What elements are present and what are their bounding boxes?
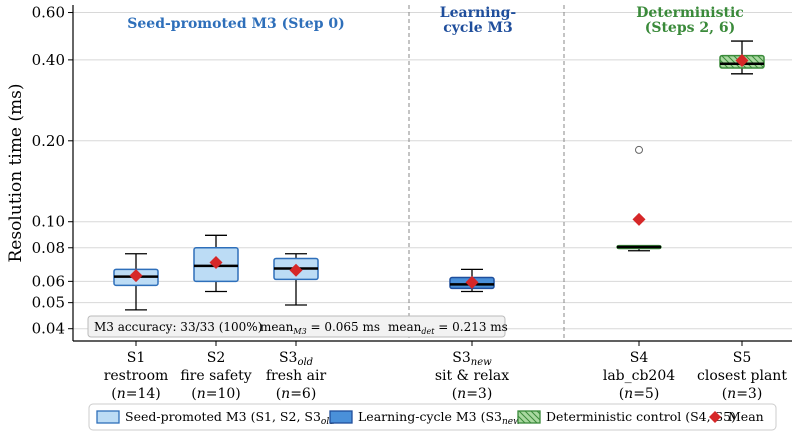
legend-label: Deterministic control (S4, S5) [546, 409, 736, 424]
group-header-line2: (Steps 2, 6) [645, 20, 736, 36]
group-header-line2: cycle M3 [443, 20, 513, 36]
y-tick-label: 0.05 [32, 294, 65, 312]
x-label-id: S5 [733, 350, 752, 366]
mean-marker [735, 53, 749, 67]
group-header-line1: Learning- [440, 5, 517, 21]
x-label-id: S4 [630, 350, 649, 366]
x-label-name: restroom [104, 368, 169, 384]
x-label-name: lab_cb204 [603, 368, 675, 384]
x-category-label: S4 lab_cb204 (n=5) [603, 350, 675, 402]
x-category-label: S2 fire safety (n=10) [180, 350, 251, 402]
mean-marker [289, 263, 303, 277]
x-axis-labels: S1 restroom (n=14) S2 fire safety (n=10) S3old… [104, 341, 787, 402]
legend-swatch [329, 410, 353, 424]
annotation-mean-m3: meanM3 = 0.065 ms [260, 320, 380, 336]
x-label-n: (n=3) [452, 386, 493, 402]
annotation-accuracy: M3 accuracy: 33/33 (100%) [94, 320, 262, 334]
box-S1 [113, 253, 159, 311]
x-label-id: S1 [127, 350, 146, 366]
outlier-point [635, 145, 643, 154]
x-category-label: S1 restroom (n=14) [104, 350, 169, 402]
stats-annotation: M3 accuracy: 33/33 (100%)meanM3 = 0.065 … [87, 315, 508, 338]
box-S5 [719, 40, 765, 75]
y-tick-label: 0.40 [32, 51, 65, 69]
group-header-line1: Seed-promoted M3 (Step 0) [127, 16, 344, 32]
y-axis-ticks: 0.04 0.05 0.06 0.08 0.10 0.20 0.40 0.60 [32, 4, 73, 338]
legend: Seed-promoted M3 (S1, S2, S3old)Learning… [88, 403, 777, 431]
x-label-id: S2 [207, 350, 226, 366]
legend-swatch [517, 410, 541, 424]
y-tick-label: 0.06 [32, 272, 65, 290]
legend-swatch [96, 410, 120, 424]
x-label-n: (n=5) [619, 386, 660, 402]
mean-marker [129, 269, 143, 283]
box-S2 [193, 234, 239, 293]
x-label-name: fire safety [180, 368, 251, 384]
y-tick-label: 0.04 [32, 320, 65, 338]
mean-marker [465, 275, 479, 289]
x-label-name: sit & relax [435, 368, 509, 384]
y-gridlines [73, 12, 792, 330]
mean-marker [209, 256, 223, 270]
group-header: Deterministic(Steps 2, 6) [636, 5, 744, 36]
annotation-mean-det: meandet = 0.213 ms [388, 320, 508, 336]
x-label-n: (n=3) [722, 386, 763, 402]
group-header-line1: Deterministic [636, 5, 744, 21]
x-label-n: (n=6) [276, 386, 317, 402]
group-header: Seed-promoted M3 (Step 0) [127, 16, 344, 32]
group-header: Learning-cycle M3 [440, 5, 517, 36]
box-S4 [616, 145, 662, 252]
legend-item: Deterministic control (S4, S5) [517, 409, 736, 424]
box-S3-old [273, 253, 319, 306]
x-category-label: S5 closest plant (n=3) [697, 350, 787, 402]
mean-marker [632, 212, 646, 226]
y-tick-label: 0.10 [32, 213, 65, 231]
y-axis-label: Resolution time (ms) [6, 83, 26, 262]
box-S3-new [449, 268, 495, 293]
annotation-box [87, 315, 506, 338]
x-label-n: (n=14) [111, 386, 161, 402]
x-label-name: fresh air [266, 368, 327, 384]
y-tick-label: 0.60 [32, 4, 65, 22]
legend-item: Learning-cycle M3 (S3new) [329, 409, 526, 427]
x-label-id: S3new [452, 350, 492, 368]
x-label-name: closest plant [697, 368, 787, 384]
legend-mean-swatch [709, 411, 721, 423]
x-label-n: (n=10) [191, 386, 241, 402]
y-tick-label: 0.20 [32, 132, 65, 150]
legend-item: Mean [709, 409, 764, 424]
legend-label: Mean [728, 409, 764, 424]
x-label-id: S3old [279, 350, 313, 368]
y-tick-label: 0.08 [32, 239, 65, 257]
legend-frame [88, 403, 777, 431]
